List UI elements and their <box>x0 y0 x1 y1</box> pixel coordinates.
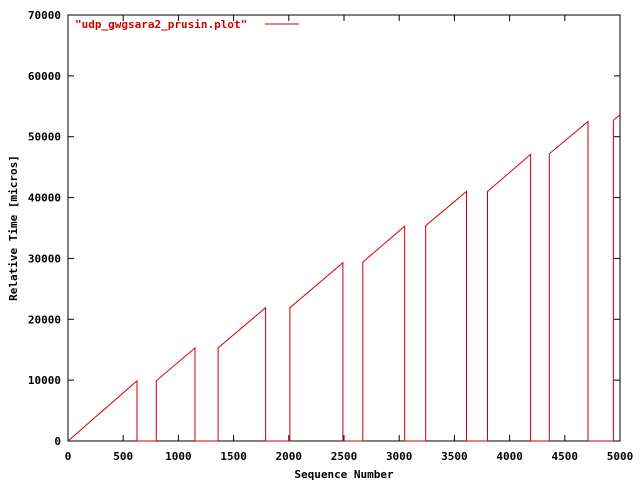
x-tick-label: 2500 <box>331 450 358 463</box>
y-tick-label: 60000 <box>28 70 61 83</box>
x-tick-label: 2000 <box>276 450 303 463</box>
x-tick-label: 3000 <box>386 450 413 463</box>
axis-tick-labels: 0 500 1000 1500 2000 2500 3000 3500 4000 4500 5000… <box>28 9 633 463</box>
x-tick-label: 3500 <box>441 450 468 463</box>
y-tick-label: 30000 <box>28 252 61 265</box>
x-tick-label: 4500 <box>552 450 579 463</box>
x-axis-label: Sequence Number <box>294 468 394 480</box>
legend-label: "udp_gwgsara2_prusin.plot" <box>75 18 247 31</box>
axis-ticks <box>67 14 621 442</box>
legend: "udp_gwgsara2_prusin.plot" <box>75 18 299 31</box>
y-tick-label: 50000 <box>28 131 61 144</box>
y-tick-label: 70000 <box>28 9 61 22</box>
y-axis-label: Relative Time [micros] <box>7 155 20 301</box>
x-tick-label: 500 <box>113 450 133 463</box>
x-tick-label: 1000 <box>165 450 192 463</box>
y-tick-label: 20000 <box>28 313 61 326</box>
x-tick-label: 5000 <box>607 450 634 463</box>
series-line <box>67 114 621 442</box>
y-tick-label: 10000 <box>28 374 61 387</box>
x-tick-label: 4000 <box>496 450 523 463</box>
x-tick-label: 1500 <box>220 450 247 463</box>
y-tick-label: 40000 <box>28 192 61 205</box>
plot-area-frame <box>67 14 621 442</box>
y-tick-label: 0 <box>54 435 61 448</box>
series-layer <box>67 114 621 442</box>
x-tick-label: 0 <box>65 450 72 463</box>
